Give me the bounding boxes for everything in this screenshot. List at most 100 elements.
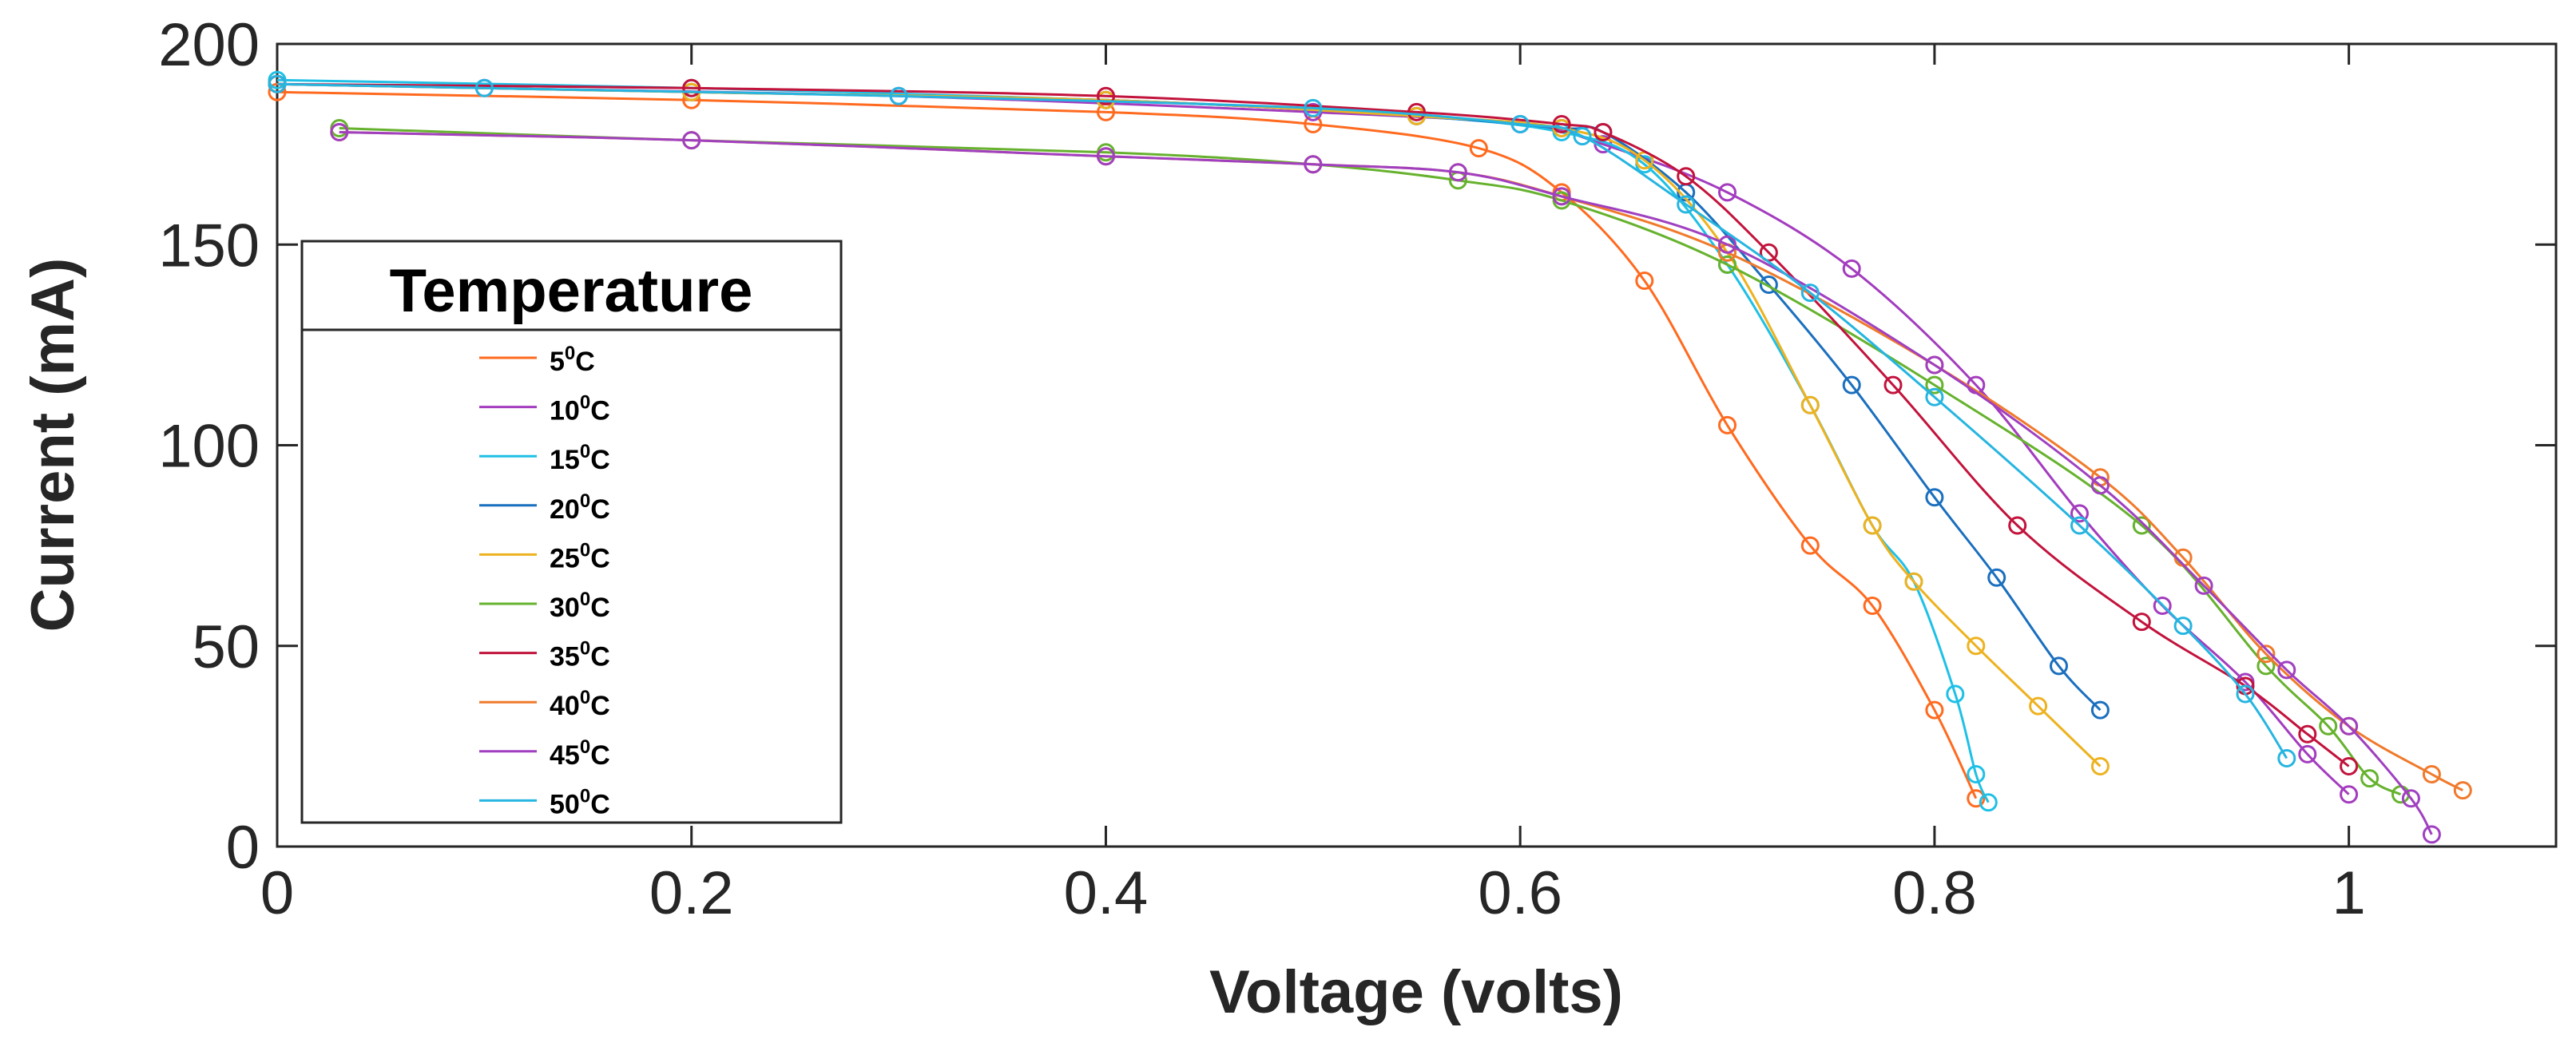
series-25-point-12	[2090, 757, 2110, 775]
series-45-point-13	[2422, 825, 2441, 844]
series-5-line	[276, 90, 1978, 799]
legend-title: Temperature	[390, 257, 753, 325]
x-tick-label-1: 0.2	[649, 859, 734, 927]
legend-temp-value: 15	[550, 445, 580, 475]
series-30-point-10	[2319, 716, 2338, 736]
y-axis-title: Current (mA)	[19, 258, 87, 633]
series-45-point-1	[682, 131, 701, 150]
series-20-point-11	[2050, 656, 2068, 676]
series-45-point-2	[1097, 147, 1115, 166]
y-axis-ticks	[277, 42, 2556, 848]
series-15-line	[276, 78, 1990, 803]
x-axis-title: Voltage (volts)	[1209, 958, 1623, 1026]
legend-unit: C	[590, 740, 610, 771]
series-5-point-9	[1863, 597, 1882, 615]
series-35-point-12	[2298, 724, 2317, 744]
series-30-line	[339, 127, 2402, 796]
legend: Temperature 50C100C150C200C250C300C350C4…	[300, 240, 843, 824]
series-50-point-9	[2070, 516, 2089, 535]
series-50-point-3	[1304, 98, 1323, 117]
series-45-degc	[330, 123, 2441, 844]
legend-label-40: 400C	[550, 687, 610, 721]
legend-degree-mark: 0	[580, 589, 590, 610]
legend-temp-value: 10	[550, 396, 580, 426]
series-5-point-8	[1800, 536, 1820, 555]
y-tick-label-1: 50	[192, 613, 260, 681]
series-50-line	[276, 82, 2288, 759]
legend-unit: C	[590, 396, 610, 426]
series-45-point-7	[1925, 355, 1944, 375]
legend-degree-mark: 0	[580, 785, 590, 807]
series-30-point-8	[2132, 516, 2151, 535]
series-35-point-5	[1594, 123, 1613, 141]
series-10-point-13	[2340, 785, 2359, 804]
series-5-point-11	[1967, 789, 1986, 808]
legend-item-35-degc: 350C	[479, 638, 610, 672]
legend-item-10-degc: 100C	[479, 392, 610, 426]
series-45-point-10	[2277, 660, 2296, 680]
series-35-point-13	[2340, 757, 2359, 775]
legend-unit: C	[590, 593, 610, 623]
legend-degree-mark: 0	[580, 441, 590, 462]
series-15-point-10	[1946, 684, 1965, 704]
legend-label-5: 50C	[550, 343, 595, 377]
series-5-point-7	[1718, 415, 1737, 434]
series-50-point-4	[1510, 115, 1530, 133]
series-50-point-11	[2236, 684, 2255, 704]
legend-degree-mark: 0	[580, 539, 590, 561]
x-tick-label-0: 0	[260, 859, 294, 927]
series-35-point-2	[1097, 86, 1115, 105]
series-30-point-7	[1925, 375, 1944, 395]
series-25-point-10	[1967, 636, 1986, 656]
series-35-degc	[268, 74, 2359, 775]
legend-label-45: 450C	[550, 736, 610, 771]
series-25-point-8	[1863, 516, 1882, 535]
series-5-point-6	[1635, 272, 1654, 290]
series-45-line	[339, 131, 2433, 835]
series-25-point-9	[1904, 572, 1923, 591]
series-45-point-4	[1448, 163, 1467, 182]
series-45-point-3	[1304, 155, 1323, 174]
series-35-point-3	[1407, 102, 1426, 121]
legend-temp-value: 40	[550, 691, 580, 721]
series-45-point-5	[1552, 187, 1571, 206]
series-layer	[268, 70, 2472, 844]
legend-item-15-degc: 150C	[479, 441, 610, 475]
legend-item-30-degc: 300C	[479, 589, 610, 623]
x-tick-label-2: 0.4	[1064, 859, 1149, 927]
series-35-point-10	[2132, 613, 2151, 632]
series-30-degc	[330, 119, 2410, 804]
series-20-point-10	[1987, 568, 2006, 587]
legend-unit: C	[590, 691, 610, 721]
legend-label-50: 500C	[550, 785, 610, 819]
series-50-point-0	[268, 74, 287, 93]
legend-unit: C	[575, 347, 595, 377]
series-10-point-6	[1718, 183, 1737, 202]
legend-unit: C	[590, 494, 610, 525]
series-35-point-6	[1677, 167, 1696, 186]
x-tick-label-5: 1	[2332, 859, 2365, 927]
legend-unit: C	[590, 642, 610, 672]
legend-label-35: 350C	[550, 638, 610, 672]
legend-degree-mark: 0	[580, 638, 590, 660]
series-10-point-12	[2298, 744, 2317, 763]
legend-temp-value: 20	[550, 494, 580, 525]
legend-label-10: 100C	[550, 392, 610, 426]
legend-unit: C	[590, 445, 610, 475]
series-5-point-4	[1469, 139, 1488, 158]
series-50-point-6	[1677, 195, 1696, 214]
series-20-point-9	[1925, 488, 1944, 507]
legend-degree-mark: 0	[565, 343, 575, 364]
y-tick-label-4: 200	[158, 11, 260, 79]
series-45-point-0	[330, 123, 349, 141]
series-45-point-12	[2401, 789, 2420, 808]
x-tick-label-3: 0.6	[1478, 859, 1562, 927]
series-5-point-10	[1925, 700, 1944, 720]
legend-item-5-degc: 50C	[479, 343, 595, 377]
legend-unit: C	[590, 543, 610, 573]
series-15-point-12	[1979, 793, 1998, 812]
legend-degree-mark: 0	[580, 392, 590, 414]
legend-label-20: 200C	[550, 490, 610, 525]
